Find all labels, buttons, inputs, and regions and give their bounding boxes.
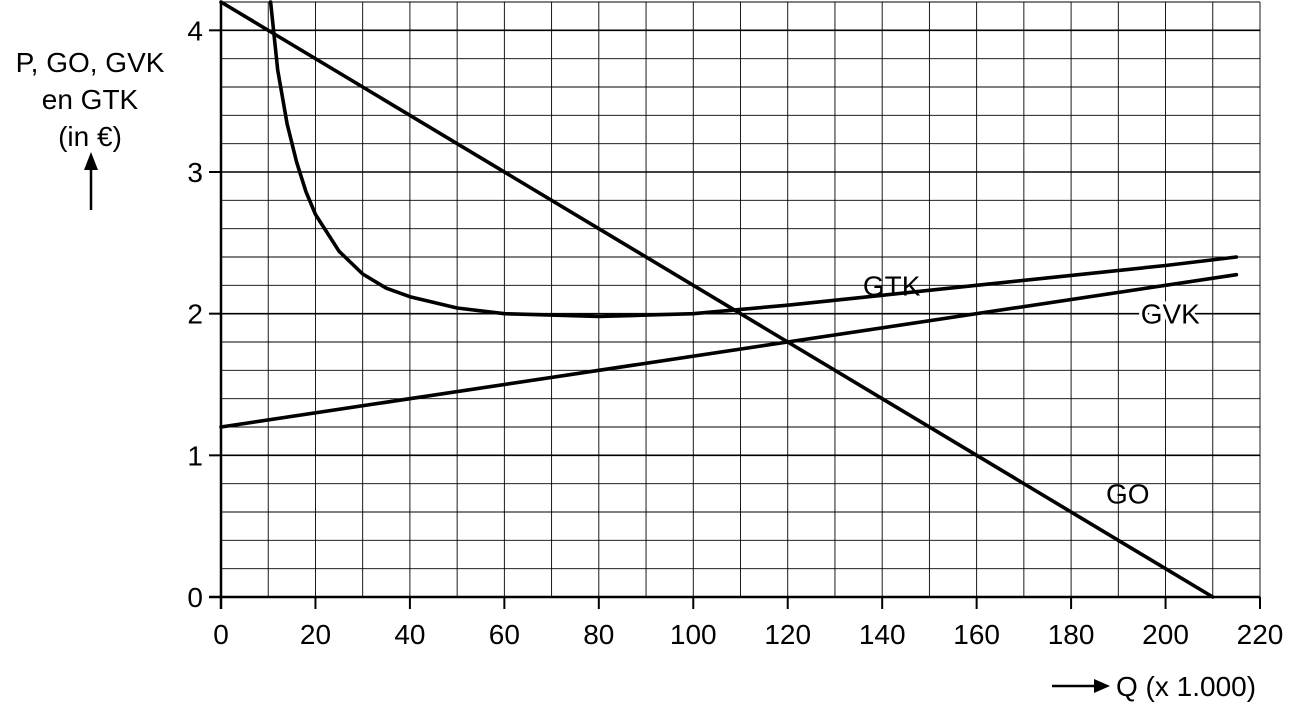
y-tick-label: 3 xyxy=(187,157,203,188)
y-tick-label: 1 xyxy=(187,440,203,471)
y-axis-label-line-1: P, GO, GVK xyxy=(15,47,165,78)
x-tick-label: 200 xyxy=(1142,619,1189,650)
series-label-gvk: GVK xyxy=(1141,299,1200,330)
x-tick-label: 180 xyxy=(1048,619,1095,650)
x-tick-label: 20 xyxy=(300,619,331,650)
series-label-go: GO xyxy=(1106,479,1150,510)
x-tick-label: 160 xyxy=(953,619,1000,650)
x-tick-label: 0 xyxy=(213,619,229,650)
x-tick-label: 220 xyxy=(1237,619,1284,650)
series-label-gtk: GTK xyxy=(863,270,921,301)
x-axis-label: Q (x 1.000) xyxy=(1116,671,1256,702)
x-tick-label: 120 xyxy=(764,619,811,650)
series-lines xyxy=(219,0,1239,599)
x-tick-label: 80 xyxy=(583,619,614,650)
y-axis-label-line-2: en GTK xyxy=(41,84,139,115)
y-axis-label: P, GO, GVK en GTK (in €) xyxy=(0,44,180,155)
y-axis-arrow xyxy=(84,152,98,210)
y-axis-label-line-3: (in €) xyxy=(58,121,122,152)
x-tick-label: 140 xyxy=(859,619,906,650)
x-axis-label-group: Q (x 1.000) xyxy=(1052,671,1256,702)
tick-labels: 0 20 40 60 80 100 120 140 160 180 200 220 0 1 2 3 4 xyxy=(187,15,1283,650)
x-tick-label: 40 xyxy=(394,619,425,650)
y-tick-label: 2 xyxy=(187,299,203,330)
y-tick-label: 0 xyxy=(187,582,203,613)
x-tick-label: 100 xyxy=(670,619,717,650)
series-labels: GO GVK GTK xyxy=(863,270,1203,510)
axes xyxy=(209,2,1261,609)
series-line-gvk xyxy=(219,272,1239,429)
series-line-go xyxy=(219,0,1215,599)
series-line-gtk xyxy=(268,0,1239,319)
minor-grid xyxy=(220,1,1261,598)
x-tick-label: 60 xyxy=(489,619,520,650)
y-tick-label: 4 xyxy=(187,15,203,46)
